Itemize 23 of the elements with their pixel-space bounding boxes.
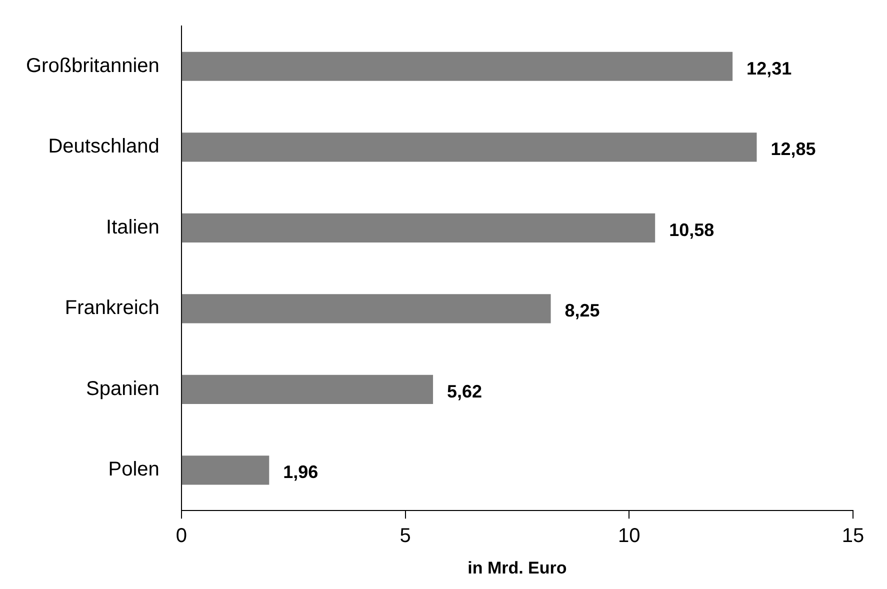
y-tick-label: Spanien [86, 378, 160, 400]
x-tick-label: 0 [176, 525, 187, 548]
y-tick-label: Italien [106, 216, 160, 238]
x-tick-label: 5 [400, 525, 411, 548]
bar [182, 456, 270, 485]
x-axis-title: in Mrd. Euro [468, 558, 567, 578]
data-label: 5,62 [447, 381, 482, 402]
x-tick-label: 15 [842, 525, 864, 548]
y-tick-label: Deutschland [48, 136, 160, 158]
data-label: 10,58 [669, 220, 714, 240]
data-label: 12,85 [770, 139, 816, 160]
x-tick-label: 10 [618, 525, 640, 548]
bar [182, 213, 656, 242]
y-tick-label: Großbritannien [26, 54, 160, 77]
bar [182, 294, 551, 324]
data-label: 1,96 [283, 462, 318, 482]
y-tick-label: Frankreich [64, 297, 160, 320]
bar [182, 132, 757, 162]
data-label: 8,25 [564, 300, 600, 321]
y-tick-label: Polen [108, 458, 160, 481]
bar [182, 52, 733, 81]
bar [182, 374, 434, 404]
data-label: 12,31 [746, 58, 792, 78]
